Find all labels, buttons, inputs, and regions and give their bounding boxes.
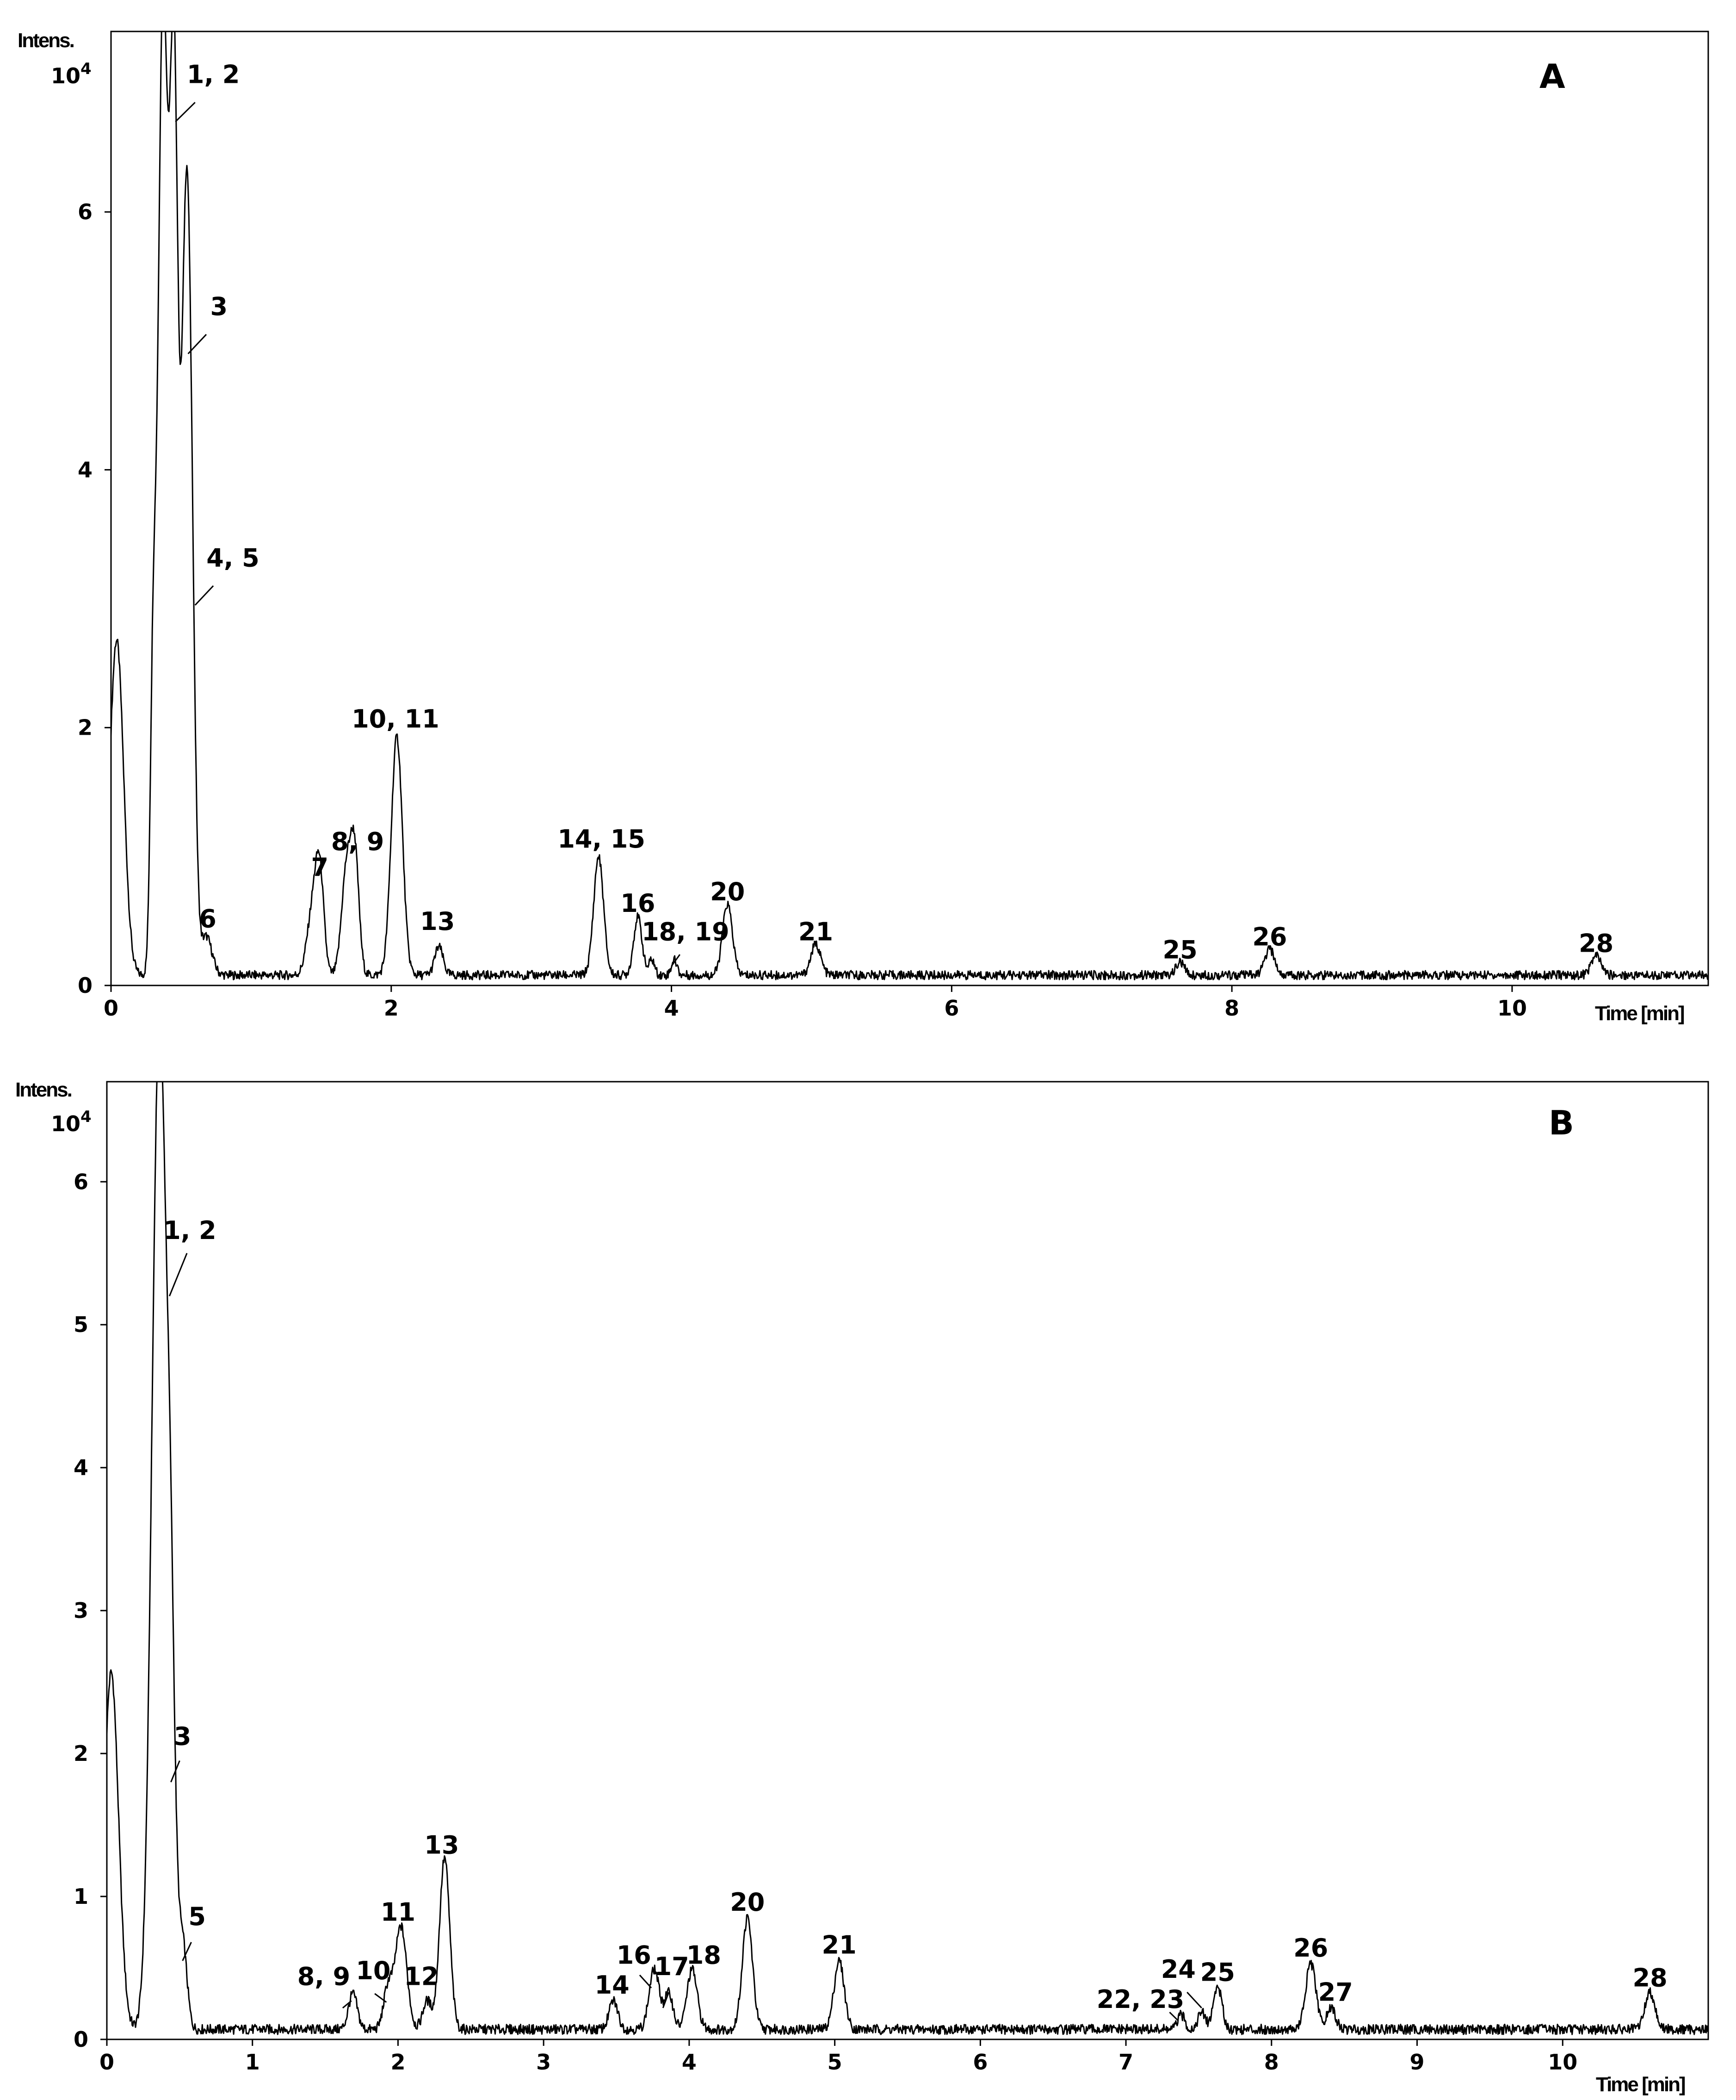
peak-label: 7 bbox=[311, 853, 329, 882]
peak-label: 20 bbox=[710, 877, 745, 906]
peak-label: 1, 2 bbox=[187, 60, 240, 89]
peak-label: 8, 9 bbox=[297, 1962, 350, 1991]
peak-label: 6 bbox=[199, 904, 216, 934]
peak-label: 3 bbox=[210, 292, 228, 321]
peak-label: 21 bbox=[798, 917, 833, 946]
x-tick-label: 2 bbox=[390, 2050, 405, 2075]
peak-label: 10, 11 bbox=[352, 705, 439, 734]
x-axis-label: Time [min] bbox=[1595, 1002, 1684, 1025]
x-tick-label: 2 bbox=[384, 996, 399, 1021]
peak-leader-line bbox=[187, 334, 207, 354]
peak-leader-line bbox=[1186, 1992, 1202, 2009]
peak-label: 27 bbox=[1318, 1978, 1353, 2007]
peak-label: 28 bbox=[1633, 1964, 1668, 1993]
y-tick-label: 0 bbox=[74, 2027, 88, 2052]
peak-label: 26 bbox=[1293, 1933, 1328, 1963]
peak-leader-line bbox=[175, 102, 196, 123]
y-tick-label: 3 bbox=[74, 1598, 88, 1623]
x-tick-label: 3 bbox=[536, 2050, 551, 2075]
panel-a: Intens. 104 A Time [min] 0 2 4 6 8 10 0 2 4 6 1, 2… bbox=[18, 29, 1709, 1025]
y-tick-label: 4 bbox=[74, 1455, 88, 1480]
peak-label: 14 bbox=[595, 1970, 630, 2000]
chromatogram-trace bbox=[111, 31, 1708, 980]
panel-b: Intens. 104 B Time [min] 0 1 2 3 4 5 6 7 8 9 10012… bbox=[15, 1078, 1709, 2096]
peak-label: 26 bbox=[1252, 923, 1287, 952]
peak-label: 16 bbox=[617, 1940, 651, 1970]
y-tick-label: 2 bbox=[78, 715, 93, 740]
plot-frame bbox=[106, 1081, 1709, 2040]
y-tick-label: 6 bbox=[74, 1169, 88, 1194]
peak-label: 22, 23 bbox=[1097, 1985, 1185, 2014]
x-tick-label: 0 bbox=[99, 2050, 114, 2075]
x-tick-label: 7 bbox=[1118, 2050, 1133, 2075]
peak-label: 25 bbox=[1163, 935, 1198, 964]
y-tick-label: 1 bbox=[74, 1884, 88, 1909]
peak-leader-line bbox=[182, 1942, 192, 1961]
y-axis-unit: 104 bbox=[51, 60, 92, 88]
x-tick-label: 6 bbox=[973, 2050, 988, 2075]
x-tick-label: 6 bbox=[944, 996, 959, 1021]
x-tick-label: 0 bbox=[104, 996, 118, 1021]
y-tick-label: 2 bbox=[74, 1741, 88, 1766]
panel-label: A bbox=[1539, 57, 1565, 96]
peak-label: 18, 19 bbox=[642, 917, 729, 946]
peak-leader-line bbox=[194, 585, 214, 606]
x-tick-label: 10 bbox=[1548, 2050, 1577, 2075]
peak-label: 13 bbox=[424, 1830, 459, 1859]
peak-label: 13 bbox=[420, 907, 455, 936]
chromatogram-trace bbox=[107, 1082, 1708, 2035]
y-axis-label: Intens. bbox=[15, 1078, 72, 1101]
x-tick-label: 10 bbox=[1497, 996, 1527, 1021]
x-axis-label: Time [min] bbox=[1596, 2073, 1685, 2096]
peak-leader-line bbox=[170, 1760, 180, 1783]
x-tick-label: 8 bbox=[1264, 2050, 1279, 2075]
panel-label: B bbox=[1549, 1103, 1574, 1142]
x-tick-label: 9 bbox=[1410, 2050, 1425, 2075]
peak-label: 18 bbox=[686, 1940, 721, 1970]
peak-label: 10 bbox=[356, 1956, 390, 1985]
x-tick-label: 4 bbox=[682, 2050, 697, 2075]
peak-leader-line bbox=[374, 1993, 387, 2003]
peak-label: 12 bbox=[404, 1962, 439, 1991]
peak-label: 17 bbox=[655, 1952, 689, 1981]
peak-label: 14, 15 bbox=[557, 824, 645, 854]
peak-label: 8, 9 bbox=[331, 827, 384, 856]
plot-frame bbox=[110, 31, 1709, 986]
peak-leader-line bbox=[342, 2000, 352, 2009]
peak-label: 16 bbox=[620, 889, 655, 918]
x-tick-label: 5 bbox=[828, 2050, 842, 2075]
peak-label: 21 bbox=[822, 1931, 857, 1960]
peak-label: 20 bbox=[730, 1888, 765, 1917]
x-tick-label: 4 bbox=[664, 996, 679, 1021]
peak-label: 3 bbox=[174, 1722, 192, 1751]
x-tick-label: 8 bbox=[1224, 996, 1239, 1021]
y-tick-label: 6 bbox=[78, 199, 93, 224]
y-tick-label: 4 bbox=[78, 457, 93, 482]
y-tick-label: 0 bbox=[78, 973, 93, 998]
peak-label: 25 bbox=[1200, 1958, 1235, 1987]
peak-label: 24 bbox=[1161, 1955, 1196, 1984]
peak-label: 5 bbox=[188, 1902, 206, 1931]
peak-leader-line bbox=[1169, 2012, 1179, 2021]
y-axis-unit: 104 bbox=[51, 1108, 92, 1136]
peak-leader-line bbox=[639, 1974, 652, 1988]
x-tick-label: 1 bbox=[245, 2050, 260, 2075]
peak-label: 1, 2 bbox=[163, 1216, 216, 1245]
peak-label: 11 bbox=[381, 1898, 415, 1927]
y-tick-label: 5 bbox=[74, 1312, 88, 1337]
y-axis-label: Intens. bbox=[18, 29, 74, 52]
peak-leader-line bbox=[662, 1992, 670, 2008]
peak-leader-line bbox=[671, 954, 680, 967]
peak-leader-line bbox=[168, 1253, 188, 1296]
peak-label: 28 bbox=[1579, 929, 1613, 958]
peak-label: 4, 5 bbox=[206, 543, 259, 572]
